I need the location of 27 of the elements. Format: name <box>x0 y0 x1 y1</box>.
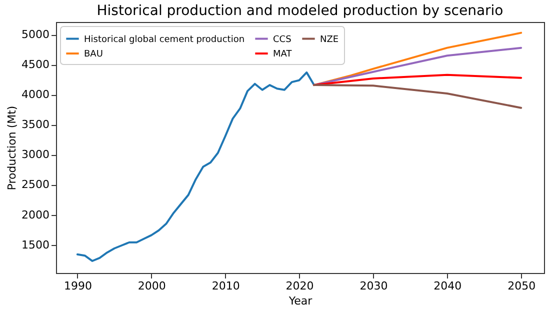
y-tick-label: 3000 <box>22 148 50 162</box>
x-tick-label: 2010 <box>212 280 240 292</box>
y-tick-label: 4000 <box>22 88 50 102</box>
legend-label: Historical global cement production <box>84 34 245 45</box>
line-series <box>313 32 522 86</box>
legend-label: MAT <box>273 50 292 60</box>
legend-label: BAU <box>84 50 103 60</box>
chart-title: Historical production and modeled production by scenario <box>96 3 504 19</box>
y-tick-label: 1500 <box>22 238 50 252</box>
x-tick-label: 1990 <box>64 280 92 292</box>
x-tick-label: 2000 <box>138 280 166 292</box>
y-axis-title: Production (Mt) <box>6 106 19 190</box>
legend-label: NZE <box>320 34 339 45</box>
y-tick-label: 4500 <box>22 58 50 72</box>
x-tick-label: 2040 <box>434 280 462 292</box>
x-tick-label: 2030 <box>360 280 388 292</box>
y-tick-label: 2000 <box>22 208 50 222</box>
y-tick-label: 2500 <box>22 178 50 192</box>
legend-label: CCS <box>273 34 292 45</box>
x-tick-label: 2050 <box>508 280 536 292</box>
y-tick-label: 5000 <box>22 28 50 42</box>
y-tick-label: 3500 <box>22 118 50 132</box>
line-series <box>313 84 522 109</box>
x-tick-label: 2020 <box>286 280 314 292</box>
line-series <box>76 71 316 262</box>
line-series <box>313 46 522 86</box>
x-axis-title: Year <box>288 294 313 308</box>
